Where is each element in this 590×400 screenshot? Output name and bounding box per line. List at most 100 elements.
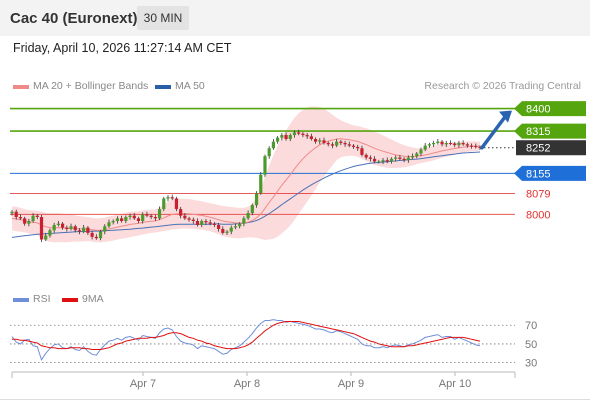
rsi-ma-line [12, 321, 481, 350]
candle-body [271, 141, 276, 149]
candle-body [98, 231, 103, 239]
candle-body [162, 198, 166, 210]
rsi-tick-70: 70 [525, 320, 537, 332]
level-label-8000: 8000 [526, 209, 550, 221]
candle-body [478, 146, 482, 148]
candle-body [377, 161, 381, 163]
candle-body [221, 228, 225, 233]
candle-body [474, 146, 478, 148]
candle-body [288, 135, 292, 139]
candle-body [461, 142, 465, 145]
moving-averages [11, 138, 481, 238]
candle-body [364, 154, 368, 158]
candle-body [259, 174, 263, 194]
candle-body [174, 198, 179, 210]
rsi-line [11, 319, 481, 361]
candle-body [52, 224, 56, 231]
candle-body [187, 218, 191, 220]
bollinger-bands [12, 106, 480, 243]
candle-body [242, 218, 246, 224]
candle-body [372, 158, 377, 162]
candle-body [233, 226, 238, 228]
legend-rsi-swatch [13, 298, 29, 302]
x-tick-label: Apr 10 [439, 378, 471, 390]
candle-body [423, 145, 427, 150]
candle-body [60, 223, 65, 228]
candles [10, 129, 482, 243]
candle-body [263, 156, 267, 175]
candle-body [381, 160, 385, 162]
candle-body [136, 218, 141, 221]
candle-body [465, 144, 469, 146]
candle-body [444, 142, 448, 145]
candle-body [250, 205, 254, 214]
candle-body [145, 214, 149, 216]
candle-body [77, 230, 82, 232]
candle-body [267, 148, 271, 157]
candle-body [432, 142, 436, 145]
level-tag-8400 [514, 101, 586, 117]
rsi-tick-30: 30 [525, 358, 537, 370]
bollinger-band-fill [12, 106, 480, 243]
candle-body [111, 221, 115, 223]
level-label-8400: 8400 [526, 104, 550, 116]
candle-body [238, 223, 242, 227]
candle-body [254, 193, 259, 206]
candle-body [86, 227, 90, 233]
candle-body [292, 132, 297, 136]
candle-body [389, 158, 394, 162]
x-axis: Apr 7 Apr 8 Apr 9 Apr 10 [11, 371, 516, 390]
candle-body [453, 143, 457, 146]
current-price-label: 8252 [526, 143, 550, 155]
candle-body [297, 132, 301, 134]
candle-body [183, 215, 187, 219]
candle-body [120, 218, 124, 221]
timeframe-button[interactable]: 30 MIN [137, 6, 189, 30]
candle-body [402, 158, 406, 161]
candle-body [149, 215, 153, 218]
candle-body [216, 224, 221, 229]
legend-ma20-label: MA 20 + Bollinger Bands [33, 80, 149, 92]
candle-body [39, 217, 44, 240]
price-levels [10, 107, 515, 215]
candle-body [166, 197, 170, 199]
candle-body [351, 145, 356, 147]
candle-body [73, 226, 77, 231]
candle-body [330, 144, 335, 146]
candle-body [343, 142, 347, 145]
candle-body [415, 153, 419, 157]
legend-ma50-swatch [155, 85, 171, 89]
candle-body [305, 135, 309, 137]
candle-body [23, 218, 27, 224]
candle-body [90, 232, 94, 237]
legend-rsi-ma-swatch [62, 298, 78, 302]
candle-body [356, 146, 360, 149]
candle-body [124, 217, 128, 221]
candle-body [204, 221, 208, 223]
candle-body [440, 141, 444, 145]
legend-rsi-label: RSI [33, 293, 51, 305]
candle-body [394, 157, 398, 159]
candle-body [107, 222, 111, 227]
chart-header: Cac 40 (Euronext) 30 MIN [0, 0, 590, 36]
timestamp: Friday, April 10, 2026 11:27:14 AM CET [13, 41, 232, 55]
rsi-tick-50: 50 [525, 339, 537, 351]
candle-body [65, 227, 69, 229]
level-label-8079: 8079 [526, 188, 550, 200]
x-tick-label: Apr 7 [130, 378, 156, 390]
projection-arrow-shaft [480, 113, 508, 150]
candle-body [212, 223, 216, 225]
candle-body [225, 231, 229, 233]
candle-body [94, 236, 98, 239]
candle-body [35, 215, 39, 218]
candle-body [82, 227, 86, 232]
candle-body [27, 221, 31, 224]
rsi-panel: 70 50 30 [10, 319, 537, 370]
level-tag-8155 [514, 165, 586, 181]
level-labels: 8400 8315 8252 8155 8079 8000 [480, 101, 586, 221]
current-price-label-bg [516, 140, 586, 156]
candle-body [410, 156, 415, 158]
candle-body [229, 227, 233, 232]
candle-body [103, 226, 107, 232]
